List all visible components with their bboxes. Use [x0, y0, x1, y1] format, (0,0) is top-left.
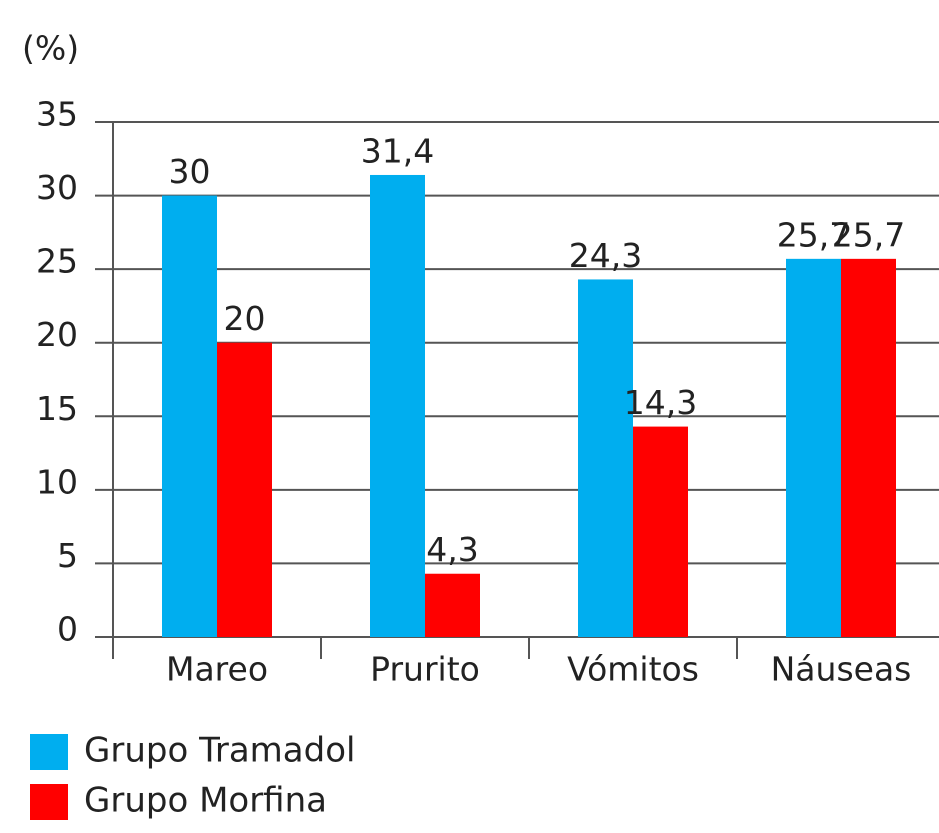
x-tick-label: Prurito [370, 650, 480, 689]
y-tick-label: 15 [36, 389, 78, 428]
x-tick-label: Náuseas [771, 650, 912, 689]
bar [841, 258, 896, 637]
y-tick-label: 5 [57, 536, 78, 575]
bar [786, 258, 841, 637]
legend-label: Grupo Tramadol [84, 731, 355, 771]
legend-swatch [30, 734, 68, 770]
y-tick-label: 10 [36, 462, 78, 501]
legend-label: Grupo Morfina [84, 781, 327, 821]
y-tick-label: 25 [36, 242, 78, 281]
value-label: 25,7 [777, 215, 850, 254]
y-tick-label: 30 [36, 168, 78, 207]
value-label: 14,3 [624, 383, 697, 422]
value-label: 24,3 [569, 236, 642, 275]
y-axis-label: (%) [22, 29, 79, 68]
bar [162, 195, 217, 638]
x-tick-label: Mareo [166, 650, 268, 689]
legend-swatch [30, 784, 68, 820]
bar [578, 279, 633, 637]
bar [217, 342, 272, 637]
y-tick-label: 35 [36, 95, 78, 134]
value-label: 31,4 [361, 131, 434, 170]
value-label: 20 [224, 299, 266, 338]
x-tick-label: Vómitos [567, 650, 699, 689]
bar [425, 573, 480, 637]
value-label: 4,3 [426, 530, 478, 569]
bar [370, 174, 425, 637]
value-label: 25,7 [832, 215, 905, 254]
y-tick-label: 0 [57, 610, 78, 649]
y-tick-label: 20 [36, 315, 78, 354]
bar [633, 426, 688, 637]
value-label: 30 [169, 152, 211, 191]
